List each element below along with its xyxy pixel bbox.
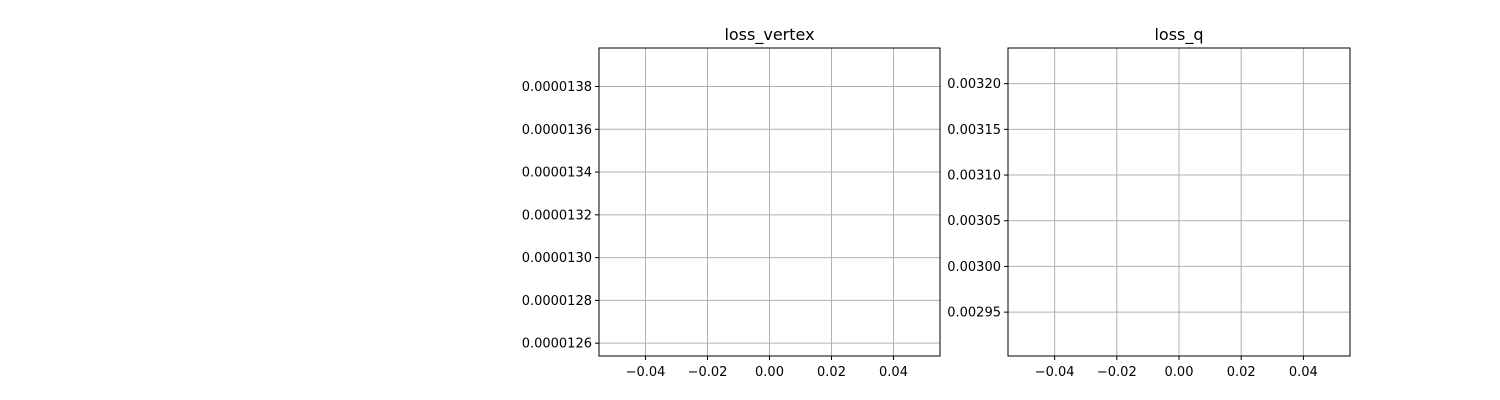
loss-q-x-tick-label: −0.02: [1097, 365, 1137, 380]
loss-q-y-tick-label: 0.00310: [947, 169, 1001, 184]
loss-q-y-tick-label: 0.00315: [947, 123, 1001, 138]
loss-q-y-tick-label: 0.00305: [947, 214, 1001, 229]
loss-vertex-x-tick-label: 0.02: [817, 365, 846, 380]
loss-vertex-y-tick-label: 0.0000138: [522, 80, 592, 95]
loss-q-x-tick-label: 0.02: [1227, 365, 1256, 380]
loss-q-panel: −0.04 −0.02 0.00 0.02 0.04 0.00295 0.00300 0.00…: [947, 25, 1351, 380]
loss-q-y-tick-label: 0.00300: [947, 260, 1001, 275]
loss-q-y-tick-label: 0.00320: [947, 77, 1001, 92]
loss-vertex-y-tick-label: 0.0000128: [522, 294, 592, 309]
loss-vertex-y-tick-label: 0.0000130: [522, 251, 592, 266]
loss-vertex-panel: −0.04 −0.02 0.00 0.02 0.04 0.0000126 0.0000128…: [522, 25, 941, 380]
loss-q-x-tick-label: −0.04: [1035, 365, 1075, 380]
loss-vertex-y-tick-label: 0.0000136: [522, 123, 592, 138]
loss-vertex-title: loss_vertex: [724, 25, 814, 45]
loss-vertex-x-tick-label: −0.04: [626, 365, 666, 380]
loss-q-y-tick-label: 0.00295: [947, 306, 1001, 321]
loss-vertex-y-tick-label: 0.0000126: [522, 337, 592, 352]
loss-vertex-x-tick-label: 0.00: [755, 365, 784, 380]
loss-vertex-x-tick-label: 0.04: [879, 365, 908, 380]
loss-q-title: loss_q: [1154, 25, 1203, 45]
loss-vertex-y-tick-label: 0.0000134: [522, 166, 592, 181]
loss-q-x-tick-label: 0.00: [1165, 365, 1194, 380]
loss-vertex-x-tick-label: −0.02: [688, 365, 728, 380]
loss-vertex-y-tick-label: 0.0000132: [522, 208, 592, 223]
loss-q-x-tick-label: 0.04: [1289, 365, 1318, 380]
